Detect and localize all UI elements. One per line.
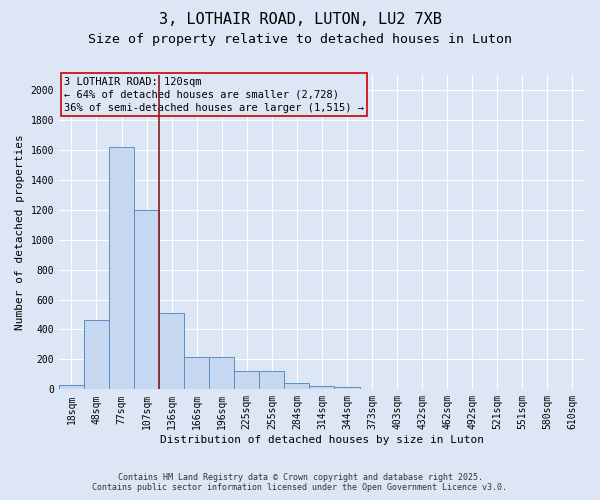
Text: Size of property relative to detached houses in Luton: Size of property relative to detached ho… <box>88 32 512 46</box>
Bar <box>184 357 209 390</box>
Text: 3, LOTHAIR ROAD, LUTON, LU2 7XB: 3, LOTHAIR ROAD, LUTON, LU2 7XB <box>158 12 442 28</box>
Text: 3 LOTHAIR ROAD: 120sqm
← 64% of detached houses are smaller (2,728)
36% of semi-: 3 LOTHAIR ROAD: 120sqm ← 64% of detached… <box>64 76 364 113</box>
X-axis label: Distribution of detached houses by size in Luton: Distribution of detached houses by size … <box>160 435 484 445</box>
Bar <box>134 210 159 390</box>
Bar <box>284 384 310 390</box>
Bar <box>209 357 234 390</box>
Bar <box>84 320 109 390</box>
Y-axis label: Number of detached properties: Number of detached properties <box>15 134 25 330</box>
Bar <box>109 147 134 390</box>
Bar <box>259 370 284 390</box>
Text: Contains HM Land Registry data © Crown copyright and database right 2025.
Contai: Contains HM Land Registry data © Crown c… <box>92 473 508 492</box>
Bar <box>59 385 84 390</box>
Bar <box>334 387 359 390</box>
Bar <box>234 370 259 390</box>
Bar <box>310 386 334 390</box>
Bar <box>159 313 184 390</box>
